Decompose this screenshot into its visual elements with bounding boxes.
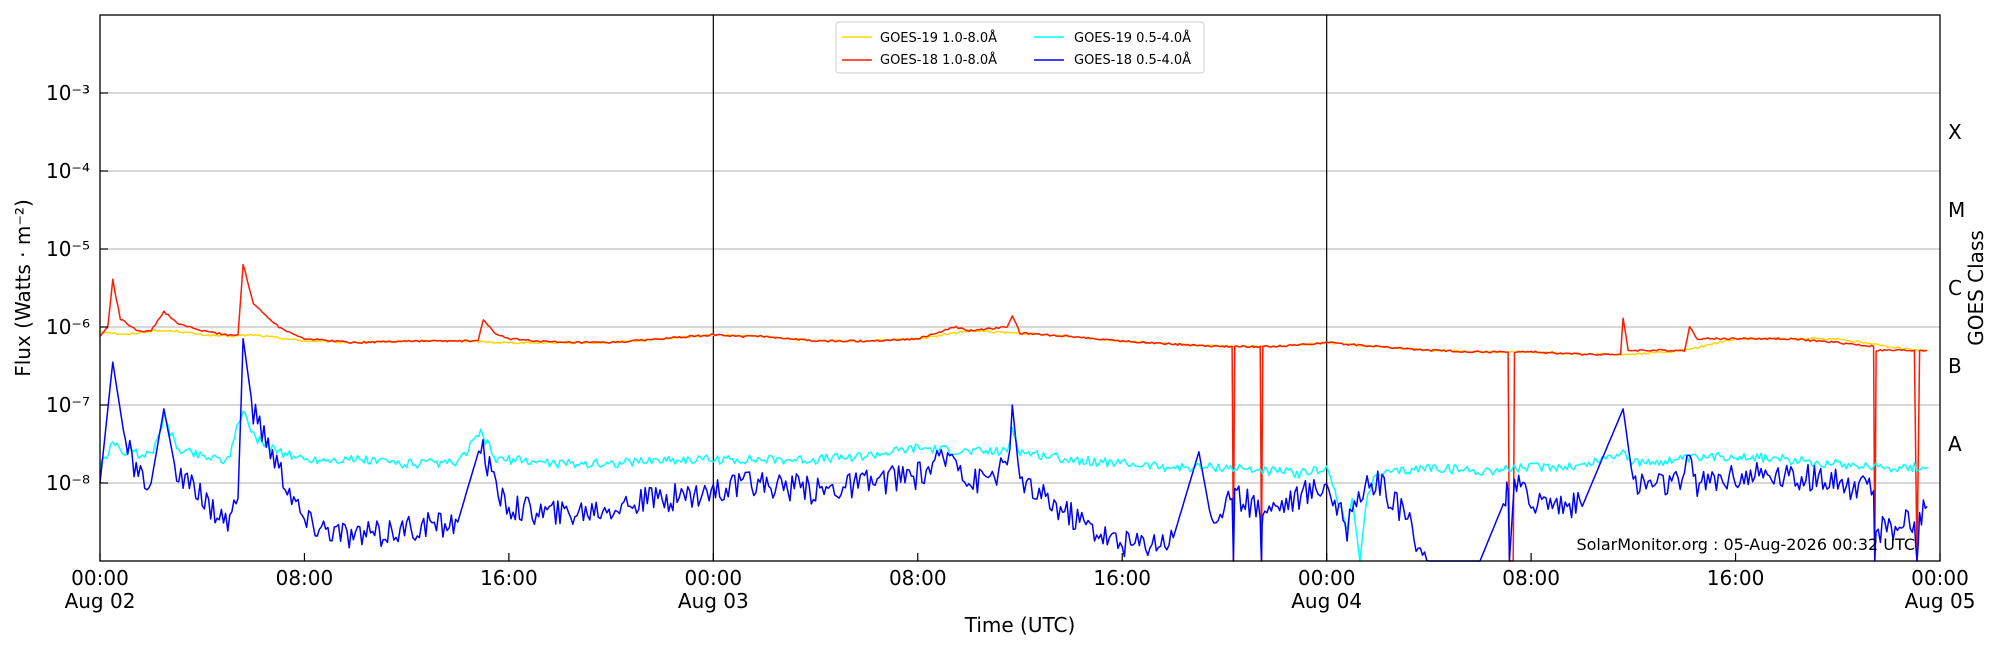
x-axis-title: Time (UTC) [964, 613, 1076, 637]
legend-label-goes18-long: GOES-18 1.0-8.0Å [880, 52, 997, 68]
series-line [99, 337, 1928, 562]
y-tick-label: 10⁻⁵ [46, 237, 90, 261]
goes-class-label: B [1948, 354, 1962, 378]
goes-class-label: M [1948, 198, 1965, 222]
legend-label-goes19-long: GOES-19 1.0-8.0Å [880, 30, 997, 46]
plot-frame [99, 14, 1941, 562]
grid-lines [100, 92, 1940, 484]
series-line [99, 263, 1928, 562]
x-tick-label: 00:00 [71, 566, 129, 590]
x-tick-label: 08:00 [1502, 566, 1560, 590]
goes-class-label: X [1948, 120, 1962, 144]
x-tick-label: 08:00 [276, 566, 334, 590]
goes-class-labels: A B C M X [1948, 120, 1965, 456]
x-tick-label: 16:00 [1093, 566, 1151, 590]
x-tick-label: 00:00 [1298, 566, 1356, 590]
day-marker-lines [712, 15, 1328, 561]
x-tick-date-label: Aug 02 [65, 589, 136, 613]
y-tick-label: 10⁻⁴ [46, 159, 90, 183]
x-tick-date-label: Aug 03 [678, 589, 749, 613]
legend-box [835, 21, 1205, 74]
legend-label-goes19-short: GOES-19 0.5-4.0Å [1074, 30, 1191, 46]
series-line [99, 329, 1928, 356]
x-tick-date-label: Aug 04 [1291, 589, 1362, 613]
x-tick-label: 00:00 [1911, 566, 1969, 590]
goes-class-label: A [1948, 432, 1962, 456]
x-tick-label: 08:00 [889, 566, 947, 590]
goes-class-label: C [1948, 276, 1962, 300]
flux-series [99, 263, 1928, 562]
y-axis-title: Flux (Watts · m⁻²) [11, 199, 35, 377]
legend-label-goes18-short: GOES-18 0.5-4.0Å [1074, 52, 1191, 68]
right-axis-title: GOES Class [1964, 230, 1988, 346]
legend: GOES-19 1.0-8.0Å GOES-18 1.0-8.0Å GOES-1… [835, 21, 1205, 74]
y-tick-label: 10⁻³ [46, 81, 90, 105]
y-axis-ticks: 10⁻⁸ 10⁻⁷ 10⁻⁶ 10⁻⁵ 10⁻⁴ 10⁻³ [46, 81, 108, 495]
x-tick-label: 16:00 [480, 566, 538, 590]
y-tick-label: 10⁻⁸ [46, 471, 90, 495]
x-tick-label: 16:00 [1707, 566, 1765, 590]
y-tick-label: 10⁻⁷ [46, 393, 90, 417]
x-tick-date-label: Aug 05 [1905, 589, 1976, 613]
watermark-text: SolarMonitor.org : 05-Aug-2026 00:32 UTC [1576, 535, 1915, 554]
x-tick-label: 00:00 [685, 566, 743, 590]
y-tick-label: 10⁻⁶ [46, 315, 90, 339]
